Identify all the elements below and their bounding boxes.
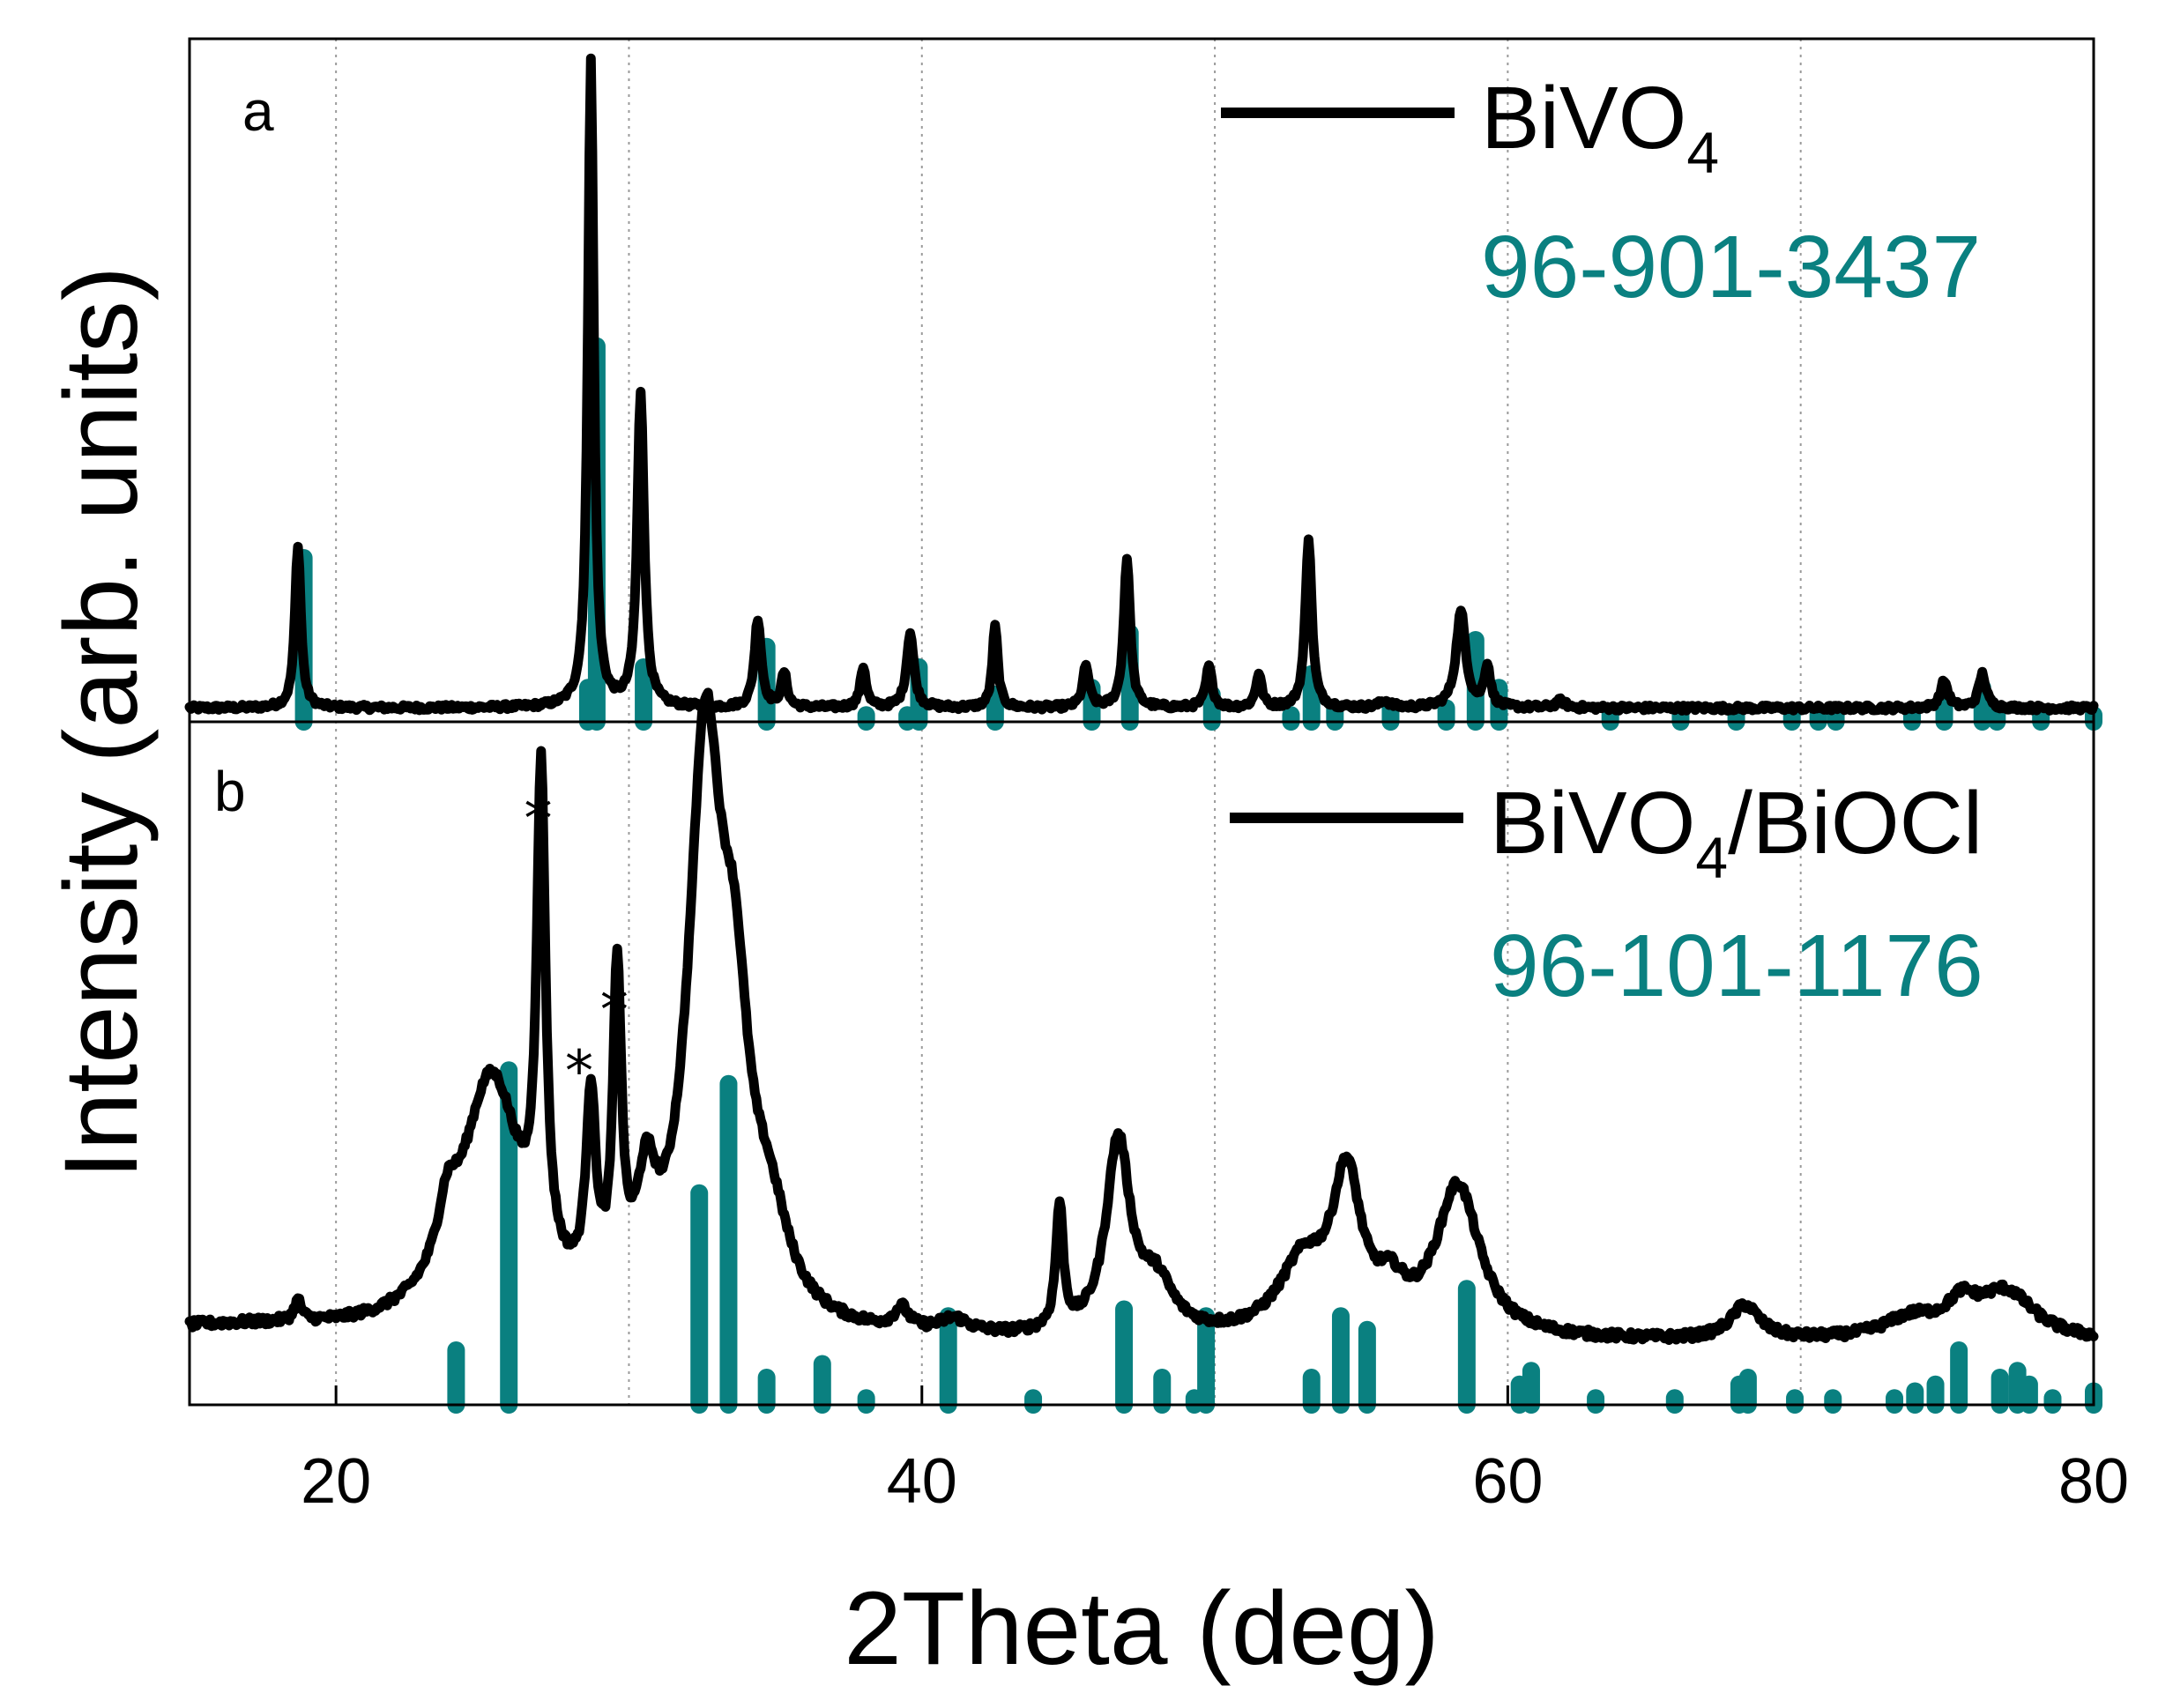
plot-frame [188,37,2095,1407]
reference-sticks-b [447,1061,2102,1414]
x-tick-label-40: 40 [887,1446,957,1517]
panel-a: a BiVO4 96-901-3437 [184,53,2102,731]
peak-marker-0: * [524,787,552,852]
legend-a: BiVO4 96-901-3437 [1221,69,1981,316]
pattern-line-a [184,53,2099,716]
pattern-line-b [184,687,2099,1345]
peak-marker-1: * [600,978,629,1043]
legend-b: BiVO4/BiOCl 96-101-1176 [1230,774,1983,1015]
x-axis: 20 40 60 80 [301,1385,2129,1517]
peak-marker-2: * [565,1040,593,1105]
legend-label-a: BiVO4 [1481,69,1719,185]
legend-label-a-sub: 4 [1686,120,1719,185]
x-tick-label-60: 60 [1472,1446,1543,1517]
panel-b: b *** BiVO4/BiOCl 96-101-1176 [184,687,2102,1414]
x-axis-title: 2Theta (deg) [844,1571,1440,1687]
x-tick-label-80: 80 [2058,1446,2129,1517]
annotations-b: *** [524,787,628,1105]
reference-sticks-a [294,337,2102,731]
x-tick-label-20: 20 [301,1446,371,1517]
y-axis-title: Intensity (arb. units) [43,266,160,1179]
reference-code-b: 96-101-1176 [1490,917,1983,1015]
legend-label-b-main: BiVO [1490,774,1695,873]
legend-label-b-suffix: /BiOCl [1728,774,1983,873]
legend-label-b: BiVO4/BiOCl [1490,774,1983,890]
reference-code-a: 96-901-3437 [1481,218,1981,316]
panel-label-a: a [242,79,274,143]
panel-label-b: b [214,760,246,823]
legend-label-b-sub: 4 [1695,825,1728,890]
legend-label-a-main: BiVO [1481,69,1686,167]
